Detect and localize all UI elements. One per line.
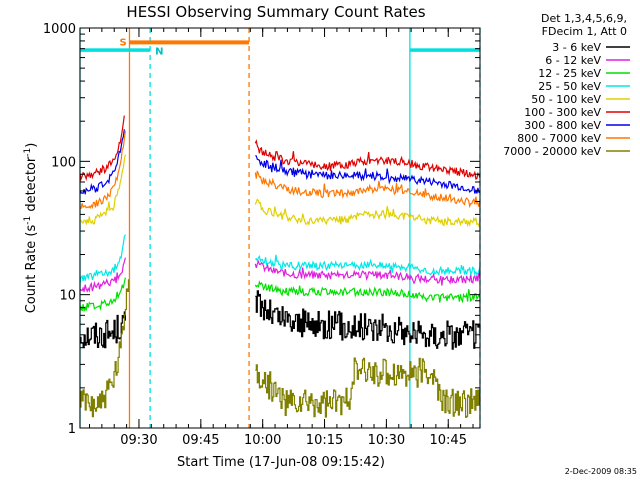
night-bar-0 [80,48,151,52]
saa-bar [129,40,250,45]
series-line-4-1 [254,198,481,228]
series-line-0-1 [255,290,481,350]
legend-header-0: Det 1,3,4,5,6,9, [541,12,627,25]
legend-entry-label-3: 25 - 50 keV [538,80,601,93]
legend-entry-label-1: 6 - 12 keV [545,54,601,67]
legend-entry-label-7: 800 - 7000 keV [517,132,601,145]
x-axis-label: Start Time (17-Jun-08 09:15:42) [177,455,385,470]
series-line-2-0 [79,277,126,312]
legend-entry-label-2: 12 - 25 keV [538,67,601,80]
series-line-0-0 [80,311,126,349]
y-tick-label-0: 1 [68,422,76,437]
series-800-7000-kev [79,130,481,210]
series-6-12-kev [79,257,481,293]
legend-header-1: FDecim 1, Att 0 [542,25,627,38]
legend: Det 1,3,4,5,6,9,FDecim 1, Att 0 3 - 6 keV… [503,12,630,158]
y-tick-label-1: 10 [59,289,76,304]
x-tick-label-0: 09:30 [120,433,157,448]
series-line-8-1 [255,357,481,418]
y-axis: 1 10 100 1000 [43,22,480,437]
series-line-3-0 [79,234,126,284]
y-tick-label-3: 1000 [43,22,76,37]
y-axis-label: Count Rate (s-1 detector-1) [23,143,39,314]
x-axis: 09:30 09:45 10:00 10:15 10:30 10:45 [88,28,474,448]
series-line-5-0 [79,115,125,182]
series-line-5-1 [254,139,481,180]
plot-area: SN [79,28,481,428]
series-line-6-1 [255,155,481,194]
series-25-50-kev [79,234,481,284]
series-line-7-0 [79,130,126,210]
legend-entry-label-5: 100 - 300 keV [524,106,601,119]
series-line-2-1 [254,280,481,304]
series-line-4-0 [79,154,126,226]
series-100-300-kev [79,115,481,182]
series-3-6-kev [80,290,481,350]
x-tick-label-3: 10:15 [306,433,343,448]
series-300-800-kev [79,129,481,195]
y-tick-label-2: 100 [51,155,76,170]
series-line-7-1 [254,170,481,209]
series-12-25-kev [79,277,481,312]
chart-title: HESSI Observing Summary Count Rates [126,3,425,21]
x-tick-label-1: 09:45 [182,433,219,448]
x-tick-label-2: 10:00 [244,433,281,448]
series-50-100-kev [79,154,481,228]
plot-frame [79,27,481,429]
series-line-6-0 [79,129,125,195]
series-7000-20000-kev [80,279,481,418]
x-tick-label-5: 10:45 [430,433,467,448]
legend-entry-label-8: 7000 - 20000 keV [503,145,601,158]
series-line-1-0 [79,257,126,293]
night-bar-1 [409,48,480,52]
footer-timestamp: 2-Dec-2009 08:35 [565,467,637,476]
legend-entry-label-6: 300 - 800 keV [524,119,601,132]
legend-entry-label-0: 3 - 6 keV [552,41,601,54]
series-line-3-1 [254,254,481,277]
x-tick-label-4: 10:30 [368,433,405,448]
series-line-1-1 [254,259,481,286]
legend-entry-label-4: 50 - 100 keV [531,93,601,106]
night-bar-label-0: N [155,46,163,57]
series-line-8-0 [80,279,130,418]
saa-bar-label: S [119,37,126,48]
